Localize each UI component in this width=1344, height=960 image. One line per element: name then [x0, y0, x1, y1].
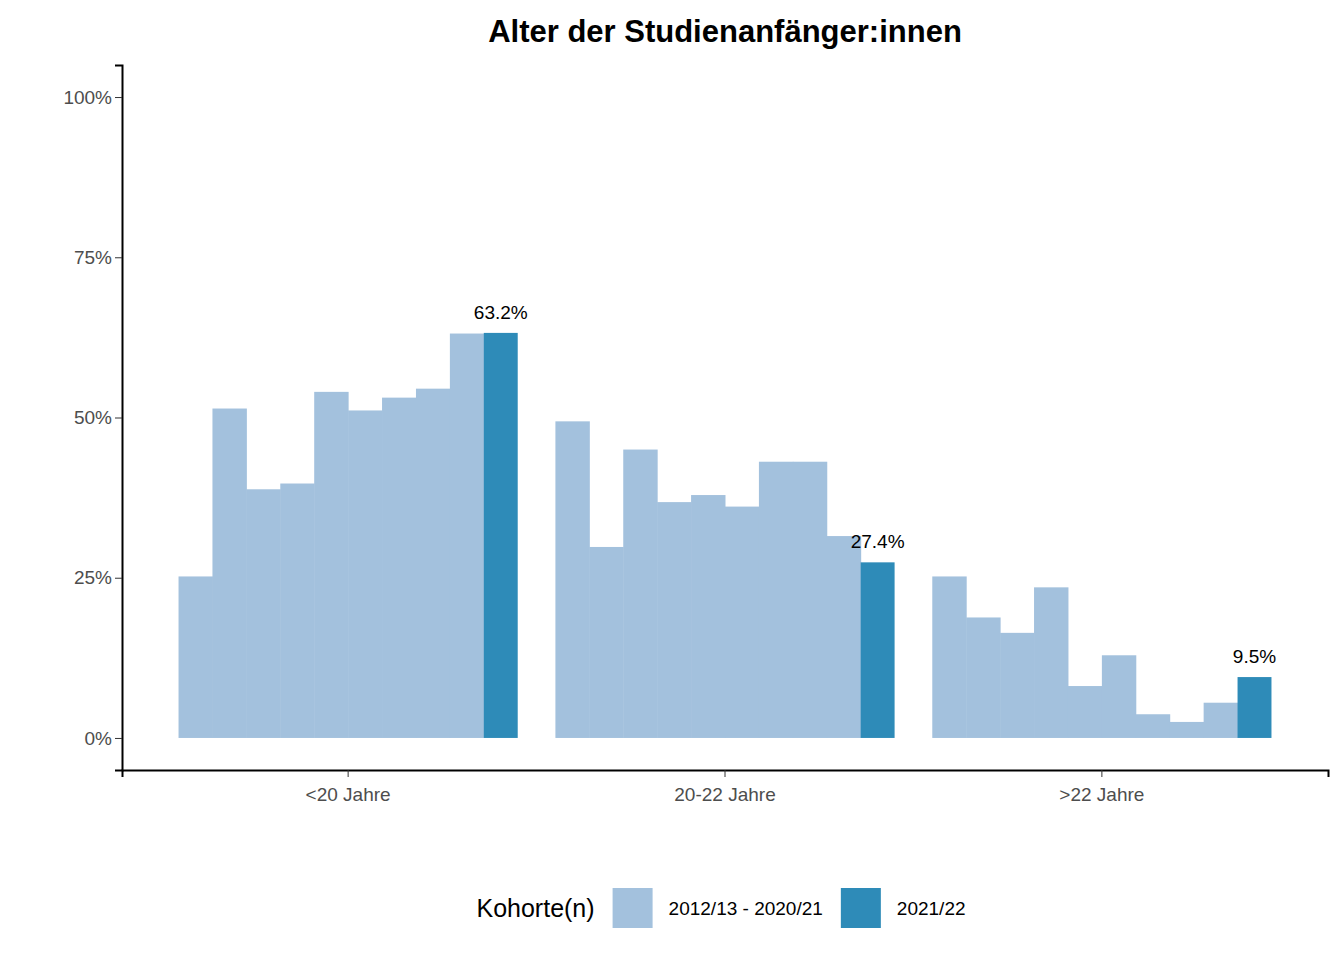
- y-tick-mark: [115, 97, 122, 98]
- bar: [725, 507, 759, 738]
- x-tick-mark: [725, 770, 726, 777]
- legend-swatch: [613, 888, 653, 928]
- legend-swatch: [841, 888, 881, 928]
- y-tick-mark: [115, 578, 122, 579]
- bar: [416, 389, 450, 738]
- bar: [1068, 686, 1102, 738]
- bar: [623, 450, 657, 738]
- x-axis: <20 Jahre 20-22 Jahre >22 Jahre: [123, 770, 1329, 805]
- bar: [484, 333, 518, 738]
- bar: [1000, 633, 1034, 738]
- y-tick-mark: [115, 418, 122, 419]
- y-tick-label: 50%: [74, 407, 112, 428]
- bars: [179, 333, 1272, 738]
- bar: [657, 502, 691, 738]
- x-tick-label: <20 Jahre: [306, 784, 391, 805]
- y-tick: 25%: [74, 567, 122, 588]
- bar: [1102, 655, 1136, 738]
- y-axis: 0% 25% 50% 75% 100%: [63, 66, 122, 771]
- y-tick-mark: [115, 738, 122, 739]
- bar: [246, 489, 280, 738]
- bar: [280, 484, 314, 738]
- bar: [966, 617, 1000, 737]
- bar: [1034, 587, 1068, 738]
- bar: [589, 547, 623, 738]
- bar: [1238, 677, 1272, 738]
- x-tick-mark: [1101, 770, 1102, 777]
- y-tick-label: 75%: [74, 247, 112, 268]
- x-tick-mark: [348, 770, 349, 777]
- bar: [1136, 714, 1170, 738]
- bar: [759, 462, 793, 738]
- bar: [314, 392, 348, 738]
- data-label: 9.5%: [1233, 646, 1276, 667]
- chart: Alter der Studienanfänger:innen 63.2% 27.4…: [0, 0, 1344, 960]
- y-tick: 100%: [63, 87, 122, 108]
- y-tick-label: 100%: [63, 87, 112, 108]
- y-axis-line: [115, 66, 123, 771]
- y-tick-mark: [115, 257, 122, 258]
- x-tick-label: 20-22 Jahre: [674, 784, 775, 805]
- x-tick-label: >22 Jahre: [1059, 784, 1144, 805]
- bar: [179, 576, 213, 738]
- bar: [1170, 722, 1204, 738]
- legend: Kohorte(n) 2012/13 - 2020/21 2021/22: [476, 888, 965, 928]
- bar: [691, 495, 725, 738]
- y-tick-label: 0%: [85, 728, 113, 749]
- chart-title: Alter der Studienanfänger:innen: [488, 14, 962, 49]
- bar: [382, 398, 416, 738]
- y-tick: 50%: [74, 407, 122, 428]
- x-axis-line: [123, 771, 1329, 778]
- y-tick-label: 25%: [74, 567, 112, 588]
- legend-label: 2021/22: [897, 898, 966, 919]
- bar: [555, 421, 589, 738]
- bar: [348, 410, 382, 738]
- data-label: 63.2%: [474, 302, 528, 323]
- x-tick: <20 Jahre: [306, 770, 391, 805]
- legend-title: Kohorte(n): [476, 894, 594, 922]
- bar: [793, 462, 827, 738]
- data-labels: 63.2% 27.4% 9.5%: [474, 302, 1276, 667]
- bar: [1204, 703, 1238, 738]
- y-tick: 0%: [85, 728, 122, 749]
- data-label: 27.4%: [851, 531, 905, 552]
- x-tick: >22 Jahre: [1059, 770, 1144, 805]
- bar: [450, 334, 484, 738]
- y-tick: 75%: [74, 247, 122, 268]
- bar: [861, 562, 895, 738]
- x-tick: 20-22 Jahre: [674, 770, 775, 805]
- legend-label: 2012/13 - 2020/21: [669, 898, 823, 919]
- bar: [827, 536, 861, 738]
- bar: [932, 576, 966, 738]
- bar: [212, 409, 246, 738]
